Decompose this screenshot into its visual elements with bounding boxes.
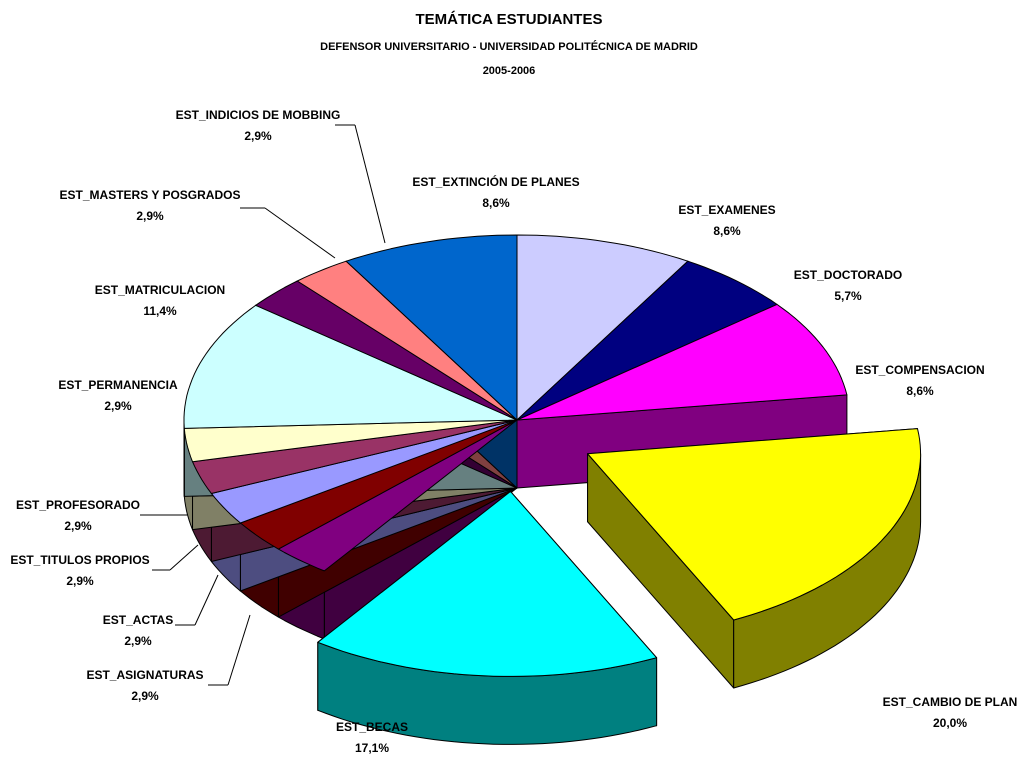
slice-label: EST_INDICIOS DE MOBBING [176, 108, 341, 122]
slice-label: EST_ASIGNATURAS [86, 668, 203, 682]
slice-value-label: 2,9% [136, 209, 164, 223]
slice-value-label: 2,9% [244, 129, 272, 143]
slice-label: EST_MATRICULACION [95, 283, 225, 297]
leader-line [194, 574, 219, 626]
slice-value-label: 17,1% [355, 741, 389, 755]
slice-value-label: 20,0% [933, 716, 967, 730]
slice-label: EST_BECAS [336, 720, 408, 734]
slice-value-label: 8,6% [906, 384, 934, 398]
leader-line [264, 207, 336, 259]
slice-label: EST_PERMANENCIA [58, 378, 178, 392]
slice [239, 419, 518, 550]
slice [192, 419, 518, 494]
slice-value-label: 8,6% [713, 224, 741, 238]
slice [317, 490, 658, 677]
slice-value-label: 11,4% [143, 304, 177, 318]
leader-line [169, 544, 199, 571]
slice-value-label: 2,9% [64, 519, 92, 533]
chart-period: 2005-2006 [483, 65, 536, 77]
slice [277, 419, 518, 572]
slice [516, 260, 778, 421]
slice [587, 428, 922, 621]
pie-labels: EST_EXAMENES 8,6% EST_DOCTORADO 5,7% EST_COM… [10, 108, 1017, 755]
slice-label: EST_EXAMENES [678, 203, 775, 217]
slice [210, 419, 518, 524]
slice [255, 280, 518, 421]
slice-value-label: 5,7% [834, 289, 862, 303]
slice-label: EST_COMPENSACION [855, 363, 984, 377]
slice [516, 234, 689, 421]
leader-line [227, 614, 251, 686]
slice-label: EST_DOCTORADO [794, 268, 902, 282]
slice [345, 234, 518, 421]
slice-label: EST_CAMBIO DE PLAN [883, 695, 1018, 709]
slice-value-label: 2,9% [124, 634, 152, 648]
slice-label: EST_MASTERS Y POSGRADOS [60, 188, 241, 202]
slice-label: EST_EXTINCIÓN DE PLANES [412, 174, 579, 189]
slice-value-label: 2,9% [104, 399, 132, 413]
slice [296, 260, 518, 421]
slice [183, 304, 518, 429]
leader-line [354, 124, 386, 244]
slice-value-label: 2,9% [131, 689, 159, 703]
slice-label: EST_PROFESORADO [16, 498, 140, 512]
chart-subtitle: DEFENSOR UNIVERSITARIO - UNIVERSIDAD POL… [320, 40, 698, 53]
slice [516, 303, 848, 421]
chart-title: TEMÁTICA ESTUDIANTES [416, 11, 603, 28]
slice-label: EST_TITULOS PROPIOS [10, 553, 149, 567]
slice-value-label: 2,9% [66, 574, 94, 588]
slice [183, 419, 518, 463]
pie-tops [183, 234, 922, 745]
slice-label: EST_ACTAS [103, 613, 173, 627]
slice-value-label: 8,6% [482, 196, 510, 210]
